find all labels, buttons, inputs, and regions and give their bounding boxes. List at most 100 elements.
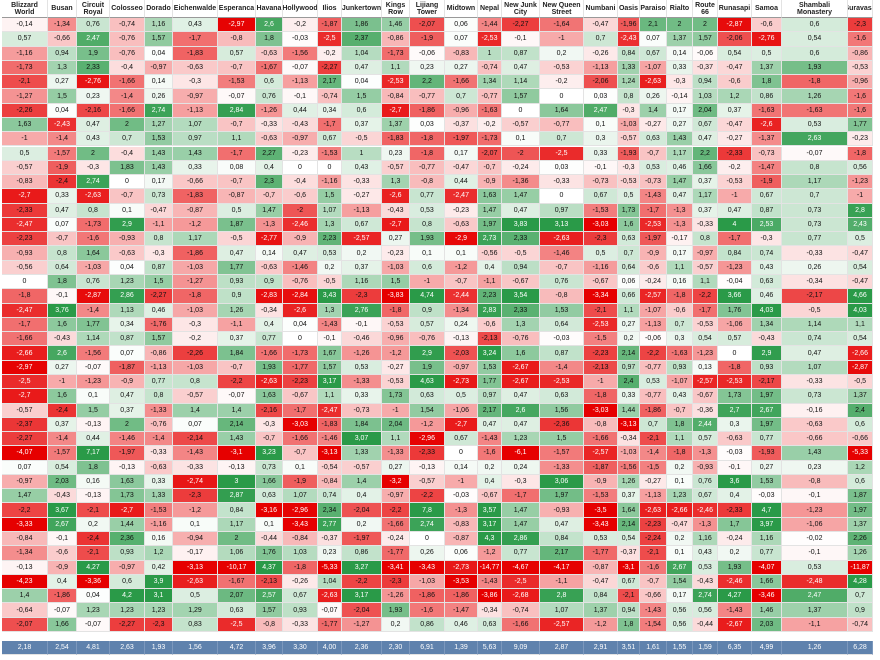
- value-cell: -2,2: [640, 346, 667, 361]
- value-cell: 3,54: [502, 289, 540, 304]
- value-cell: 0,34: [110, 317, 145, 333]
- value-cell: 0,2: [478, 460, 502, 475]
- value-cell: -0,1: [718, 460, 752, 475]
- value-cell: 0,66: [618, 289, 640, 304]
- value-cell: 1,57: [145, 332, 173, 347]
- value-cell: 1,07: [283, 489, 318, 504]
- value-cell: -1,26: [382, 589, 410, 604]
- value-cell: 0,8: [618, 89, 640, 104]
- value-cell: 0,6: [782, 46, 848, 61]
- value-cell: -2,7: [445, 417, 478, 433]
- value-cell: 0,47: [667, 189, 693, 204]
- value-cell: 0,44: [283, 103, 318, 118]
- value-cell: 0,2: [342, 517, 382, 533]
- value-cell: 0,56: [848, 160, 873, 176]
- value-cell: -1,36: [502, 175, 540, 190]
- value-cell: 1,64: [618, 503, 640, 518]
- value-cell: 0,6: [782, 18, 848, 33]
- value-cell: -3,41: [382, 560, 410, 575]
- value-cell: 1,14: [77, 332, 110, 347]
- value-cell: -1,07: [667, 374, 693, 390]
- value-cell: -2,7: [2, 189, 48, 204]
- value-cell: 1,5: [382, 275, 410, 290]
- value-cell: 1,4: [2, 589, 48, 604]
- value-cell: -1,06: [782, 517, 848, 533]
- value-cell: 0,06: [618, 275, 640, 290]
- value-cell: -2,13: [478, 332, 502, 347]
- value-cell: -3,1: [618, 560, 640, 575]
- value-cell: 0,2: [342, 246, 382, 261]
- value-cell: -0,3: [502, 474, 540, 490]
- value-cell: 0,53: [318, 246, 342, 261]
- value-cell: 0,47: [48, 203, 77, 218]
- value-cell: -0,06: [640, 332, 667, 347]
- value-cell: -1,8: [718, 360, 752, 375]
- value-cell: -0,07: [77, 360, 110, 375]
- value-cell: 0,63: [540, 389, 584, 404]
- value-cell: -2,46: [283, 217, 318, 233]
- footer-cell: 2,30: [382, 641, 410, 655]
- value-cell: -1,47: [445, 603, 478, 618]
- value-cell: 1,06: [218, 546, 256, 561]
- value-cell: -0,87: [445, 532, 478, 547]
- column-header: Runasapi: [718, 0, 752, 18]
- value-cell: 0,7: [110, 132, 145, 147]
- value-cell: 0,4: [718, 489, 752, 504]
- value-cell: 2,47: [584, 103, 618, 118]
- value-cell: -2,1: [77, 546, 110, 561]
- value-cell: -0,73: [752, 146, 782, 161]
- value-cell: -0,3: [618, 160, 640, 176]
- value-cell: 1,1: [318, 389, 342, 404]
- value-cell: 0,8: [145, 232, 173, 247]
- value-cell: 2,6: [48, 346, 77, 361]
- value-cell: 0,37: [342, 117, 382, 133]
- value-cell: -2,1: [2, 75, 48, 90]
- value-cell: -2,33: [410, 446, 445, 461]
- value-cell: 4,03: [848, 303, 873, 318]
- value-cell: 0,47: [77, 117, 110, 133]
- value-cell: -2,23: [2, 232, 48, 247]
- value-cell: -1,77: [283, 360, 318, 375]
- value-cell: 2,43: [848, 217, 873, 233]
- value-cell: -0,63: [256, 132, 283, 147]
- value-cell: -1,13: [145, 360, 173, 375]
- value-cell: -11,87: [848, 560, 873, 575]
- value-cell: -1,4: [145, 432, 173, 447]
- value-cell: 2,3: [256, 175, 283, 190]
- value-cell: 0,67: [693, 489, 718, 504]
- value-cell: -0,47: [584, 574, 618, 590]
- value-cell: 0,17: [667, 103, 693, 118]
- value-cell: 1,2: [848, 460, 873, 475]
- value-cell: -0,2: [173, 332, 218, 347]
- value-cell: -1,53: [584, 489, 618, 504]
- value-cell: 1,1: [382, 432, 410, 447]
- value-cell: 3,76: [48, 303, 77, 318]
- value-cell: -2,27: [110, 617, 145, 632]
- value-cell: -2,2: [382, 503, 410, 518]
- value-cell: 7,17: [77, 446, 110, 461]
- value-cell: -1,03: [410, 574, 445, 590]
- value-cell: -2,47: [318, 403, 342, 418]
- value-cell: 1,53: [145, 132, 173, 147]
- value-cell: -0,1: [782, 546, 848, 561]
- value-cell: 0,7: [445, 89, 478, 104]
- value-cell: 0,24: [502, 460, 540, 475]
- value-cell: 1,43: [218, 432, 256, 447]
- value-cell: -2,37: [2, 417, 48, 433]
- value-cell: -2,2: [2, 503, 48, 518]
- value-cell: -1,83: [318, 417, 342, 433]
- value-cell: 2,2: [693, 146, 718, 161]
- value-cell: 1,6: [502, 346, 540, 361]
- value-cell: 0,56: [693, 603, 718, 618]
- value-cell: -1,66: [110, 75, 145, 90]
- value-cell: 3,06: [540, 474, 584, 490]
- value-cell: -0,6: [752, 18, 782, 33]
- value-cell: 1,13: [110, 303, 145, 318]
- value-cell: 0,54: [48, 460, 77, 475]
- value-cell: -2,66: [2, 346, 48, 361]
- value-cell: 0: [540, 189, 584, 204]
- value-cell: 3,66: [718, 289, 752, 304]
- value-cell: -1,56: [283, 46, 318, 61]
- value-cell: -1,1: [540, 574, 584, 590]
- value-cell: 0,5: [618, 189, 640, 204]
